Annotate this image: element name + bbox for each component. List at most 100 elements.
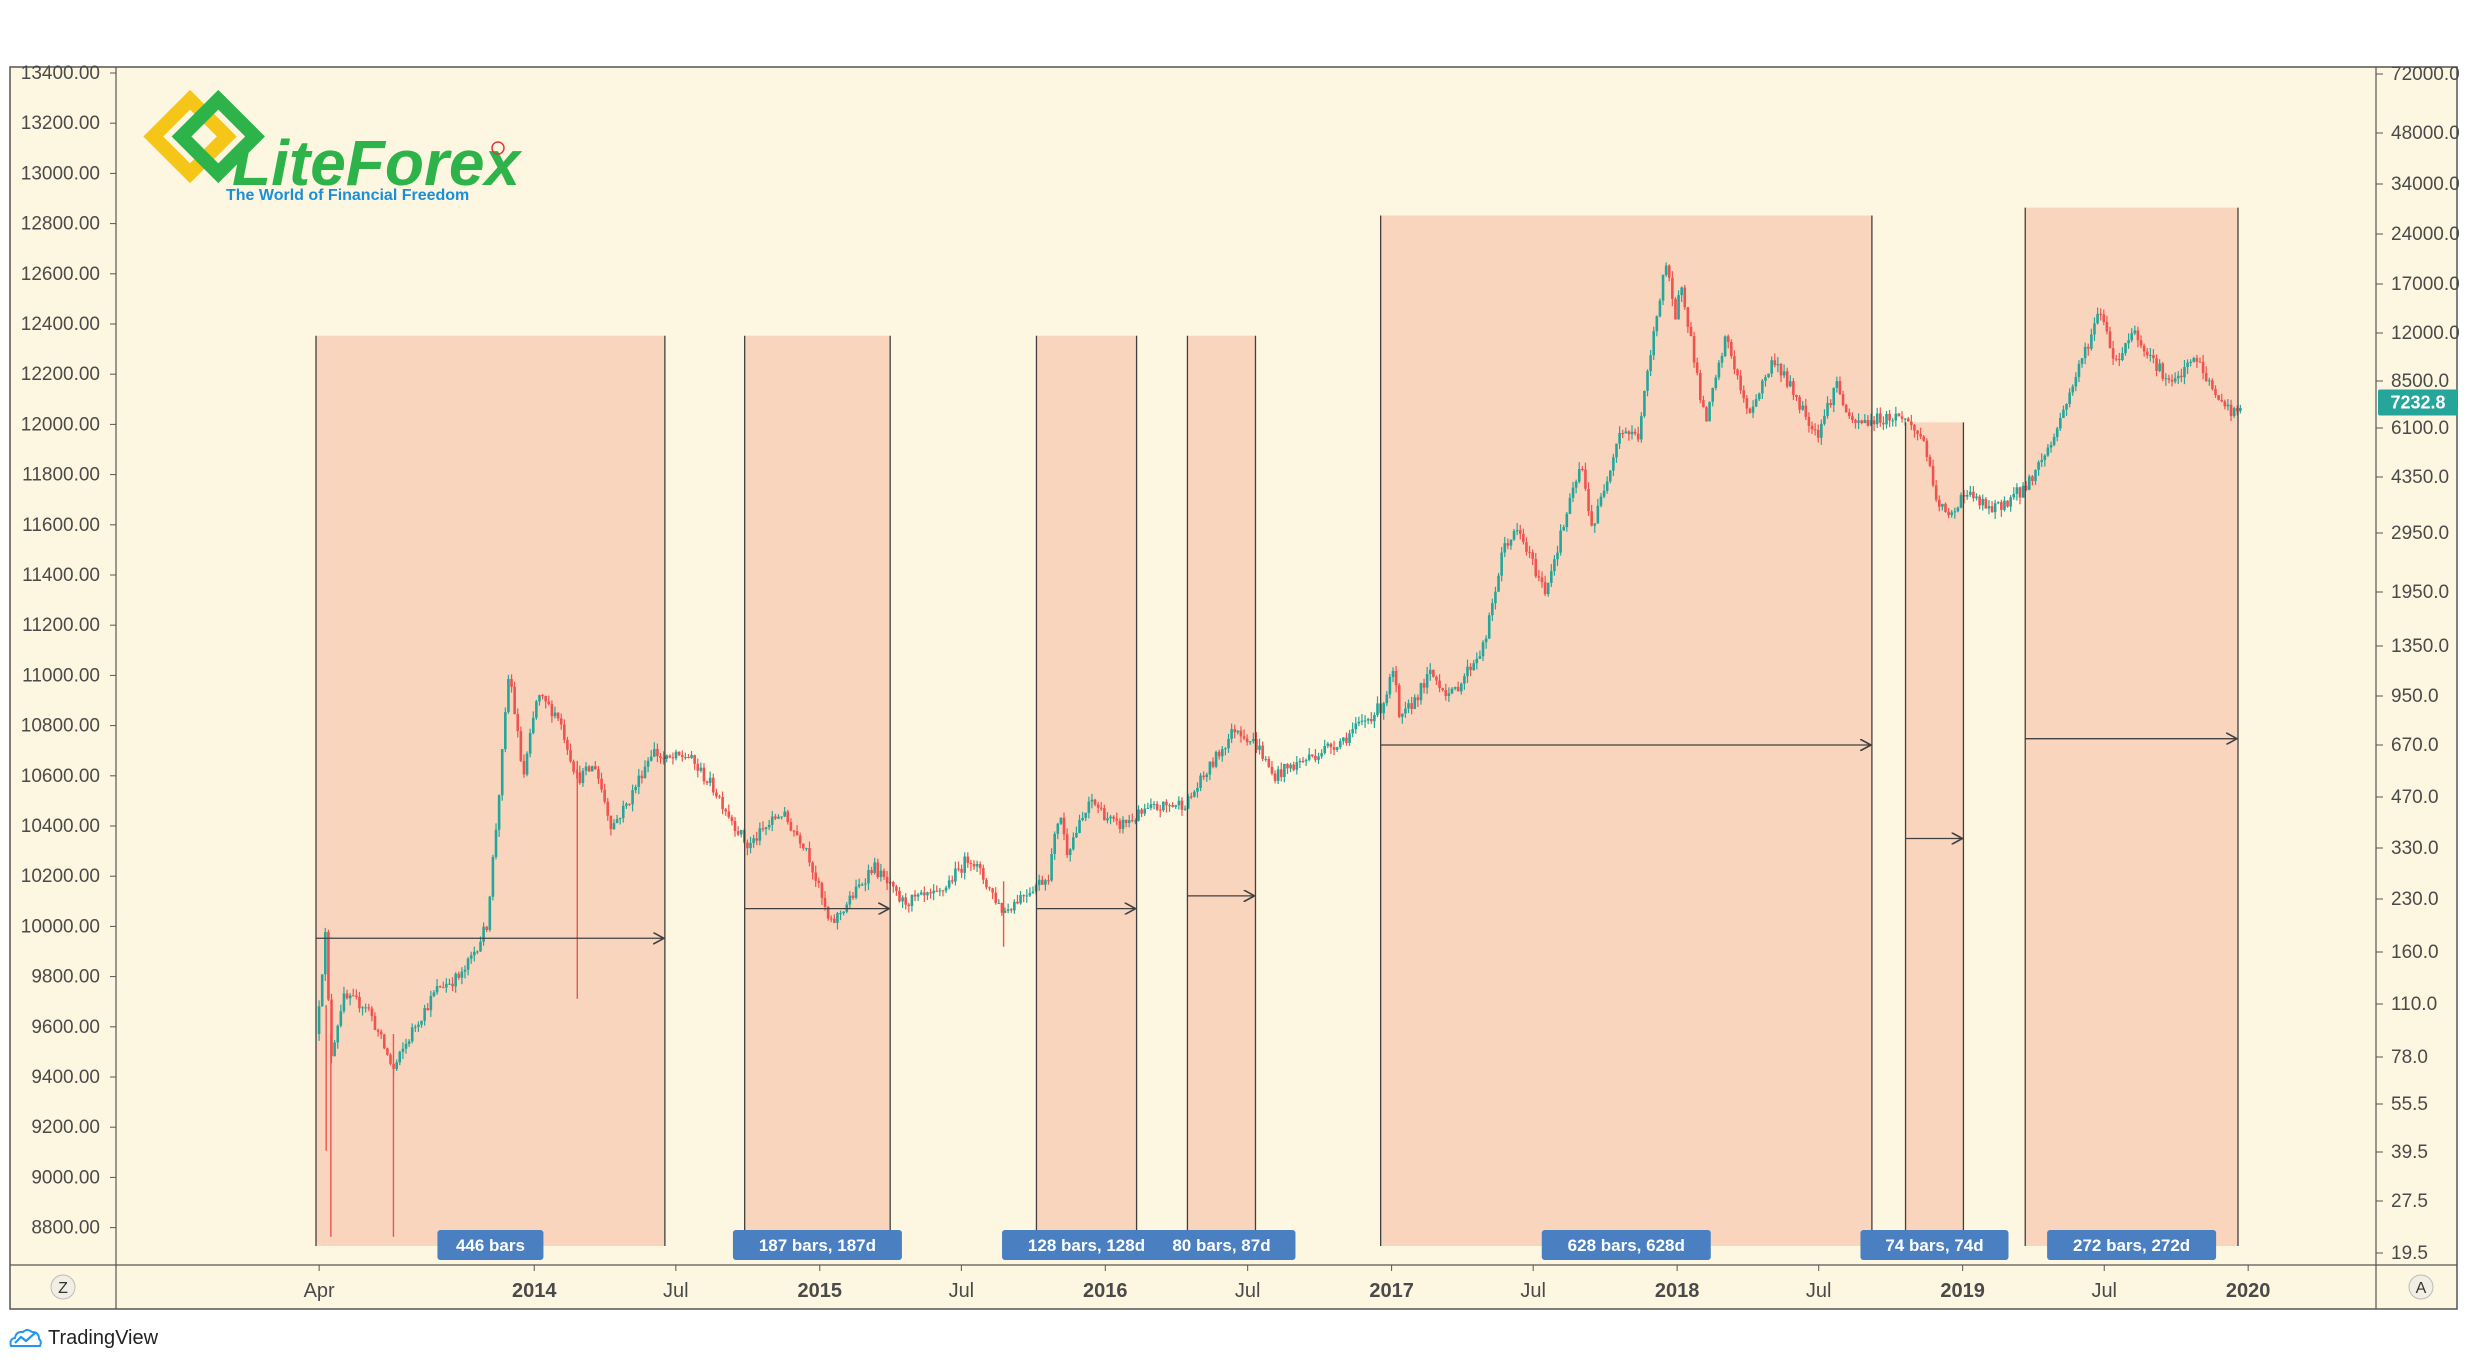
candle-body <box>2037 462 2040 470</box>
tradingview-label: TradingView <box>48 1326 159 1349</box>
candle-body <box>646 760 650 767</box>
candle-body <box>898 890 901 902</box>
candle-body <box>404 1043 408 1049</box>
candle-body <box>2108 331 2112 349</box>
candle-body <box>957 868 960 870</box>
candle-body <box>1050 853 1053 881</box>
right-price-axis[interactable]: 72000.0 48000.0 34000.0 24000.0 17000.0 12000… <box>2376 64 2460 1264</box>
candle-body <box>721 796 724 810</box>
candle-body <box>1264 758 1268 760</box>
date-range-label: 74 bars, 74d <box>1860 1230 2009 1260</box>
candle-body <box>1193 791 1196 797</box>
candle-body <box>932 890 935 894</box>
candle-body <box>1342 737 1345 742</box>
candle-body <box>1826 403 1829 416</box>
candle-body <box>693 755 696 764</box>
candle-body <box>1497 575 1500 592</box>
candle-body <box>320 974 324 1007</box>
candle-body <box>755 838 759 841</box>
candle-body <box>386 1048 389 1055</box>
candle-body <box>1934 485 1938 500</box>
candle-body <box>1360 720 1364 722</box>
candle-body <box>336 1025 340 1043</box>
candle-body <box>764 827 768 830</box>
candle-body <box>1807 416 1811 426</box>
auto-scale-toggle[interactable]: A <box>2408 1274 2434 1300</box>
candle-body <box>1581 468 1584 470</box>
candle-body <box>1689 326 1693 337</box>
candle-body <box>2018 487 2022 498</box>
candle-body <box>777 816 780 819</box>
candle-body <box>407 1041 411 1044</box>
candle-body <box>1584 469 1587 489</box>
candle-body <box>2124 343 2127 354</box>
candle-body <box>1776 364 1780 366</box>
candle-body <box>736 831 740 835</box>
candle-body <box>677 751 681 755</box>
date-range-label: 628 bars, 628d <box>1541 1230 1711 1260</box>
candle-body <box>774 816 777 819</box>
candle-body <box>649 756 653 761</box>
candle-body <box>780 816 783 818</box>
candle-body <box>2186 362 2189 367</box>
candle-body <box>966 856 970 864</box>
candle-body <box>1137 809 1140 821</box>
candle-body <box>1956 507 1960 512</box>
time-axis[interactable]: Apr 2014 Jul 2015 Jul 2016 Jul 2017 Jul 2018 Jul 20… <box>304 1265 2271 1302</box>
candle-body <box>1081 817 1084 821</box>
candle-body <box>814 872 818 881</box>
candle-body <box>1376 703 1379 716</box>
candle-body <box>2090 334 2093 349</box>
candle-body <box>2040 460 2044 463</box>
candle-body <box>621 805 625 819</box>
candle-body <box>792 830 796 832</box>
left-price-axis[interactable]: 13400.00 13200.00 13000.00 12800.00 12600.00… <box>21 63 116 1239</box>
candle-body <box>367 1007 371 1009</box>
log-scale-toggle[interactable]: Z <box>50 1274 76 1300</box>
left-axis-tick: 12200.00 <box>21 364 100 385</box>
candle-body <box>2083 346 2087 359</box>
time-axis-tick: Jul <box>663 1280 689 1302</box>
candle-body <box>398 1051 402 1063</box>
candle-body <box>978 863 982 869</box>
candle-body <box>895 886 898 891</box>
candle-body <box>733 821 737 832</box>
candle-body <box>1401 713 1404 717</box>
candle-body <box>963 856 966 873</box>
candle-body <box>1065 834 1069 856</box>
time-axis-tick: 2016 <box>1083 1280 1128 1302</box>
candle-body <box>848 895 852 905</box>
candle-body <box>1553 559 1556 572</box>
candle-body <box>2239 407 2242 412</box>
candle-body <box>696 763 700 771</box>
candle-body <box>1165 801 1168 806</box>
candle-body <box>1658 300 1662 317</box>
date-range-lines[interactable] <box>315 207 2239 1246</box>
candle-body <box>1587 488 1590 512</box>
candle-body <box>1633 431 1637 434</box>
candle-body <box>578 772 582 783</box>
candle-body <box>1326 743 1330 746</box>
right-corner-button-label: A <box>2416 1280 2427 1297</box>
candle-body <box>1897 413 1901 417</box>
right-axis-tick: 110.0 <box>2391 994 2437 1015</box>
tradingview-footer[interactable]: TradingView <box>8 1322 158 1354</box>
candle-body <box>1636 433 1640 440</box>
candle-body <box>1019 895 1022 904</box>
candle-body <box>600 778 603 790</box>
candle-body <box>674 751 678 759</box>
candle-body <box>2183 366 2186 378</box>
left-axis-tick: 12000.00 <box>21 414 100 435</box>
candle-body <box>1475 658 1479 664</box>
candle-body <box>1854 420 1857 423</box>
time-axis-tick: 2017 <box>1369 1280 1414 1302</box>
candle-body <box>438 986 442 988</box>
candle-body <box>1202 775 1205 778</box>
candle-body <box>1981 498 1985 506</box>
candle-body <box>519 731 523 761</box>
candle-body <box>1258 745 1261 750</box>
candle-body <box>2142 345 2146 352</box>
candle-body <box>1245 738 1249 743</box>
candle-body <box>528 733 532 754</box>
